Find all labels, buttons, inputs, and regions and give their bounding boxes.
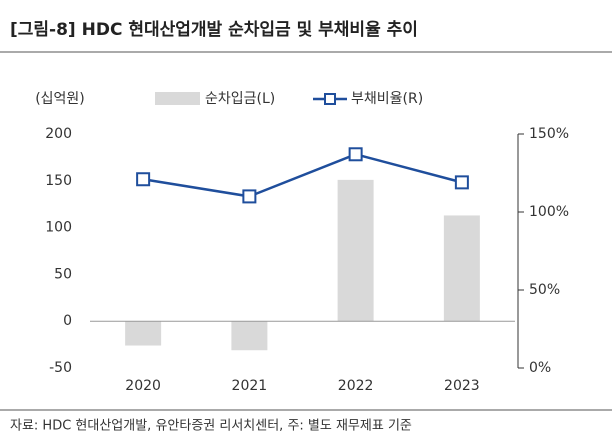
x-tick-label: 2021	[232, 378, 268, 394]
x-tick-label: 2023	[444, 378, 480, 394]
y-tick-label: 200	[45, 126, 72, 142]
bar	[231, 321, 268, 351]
y-tick-label: -50	[49, 360, 72, 376]
source: 자료: HDC 현대산업개발, 유안타증권 리서치센터, 주: 별도 재무제표 …	[10, 419, 412, 434]
y2-tick-label: 150%	[529, 126, 569, 142]
x-tick-label: 2020	[125, 378, 161, 394]
bar	[125, 321, 162, 346]
chart-title: [그림-8] HDC 현대산업개발 순차입금 및 부채비율 추이	[10, 20, 418, 40]
y2-tick-label: 100%	[529, 204, 569, 220]
line	[142, 152, 463, 198]
line-marker	[136, 172, 151, 187]
line-marker	[454, 175, 469, 190]
y-tick-label: 0	[63, 313, 72, 329]
y2-tick-label: 0%	[529, 360, 551, 376]
line-marker	[348, 147, 363, 162]
legend-marker	[324, 93, 336, 105]
legend-label: 부채비율(R)	[351, 91, 423, 107]
legend-swatch	[155, 92, 200, 105]
x-tick-label: 2022	[338, 378, 374, 394]
bar	[443, 215, 480, 322]
y-tick-label: 100	[45, 220, 72, 236]
y-tick-label: 150	[45, 173, 72, 189]
y-unit: (십억원)	[35, 91, 85, 107]
bar	[337, 179, 374, 322]
y-tick-label: 50	[54, 266, 72, 282]
y2-tick-label: 50%	[529, 282, 560, 298]
legend-label: 순차입금(L)	[205, 91, 275, 107]
line-marker	[242, 189, 257, 204]
